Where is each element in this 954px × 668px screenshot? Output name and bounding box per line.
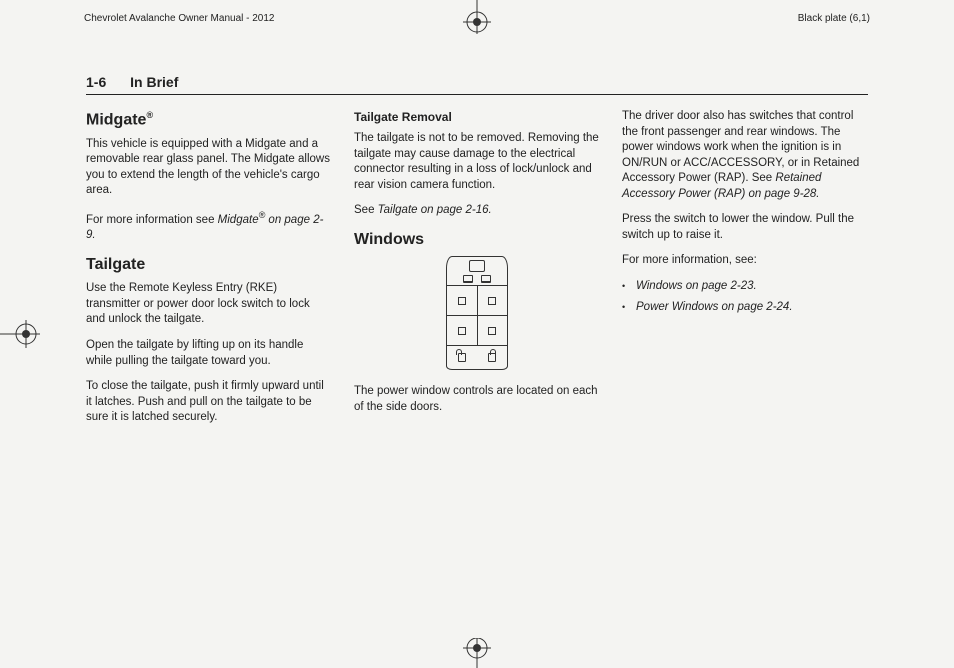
reference-list: •Windows on page 2-23. •Power Windows on… [622, 279, 868, 316]
unlock-icon [458, 353, 466, 362]
tailgate-paragraph-1: Use the Remote Keyless Entry (RKE) trans… [86, 281, 332, 328]
midgate-reference: For more information see Midgate® on pag… [86, 209, 332, 244]
column-2: Tailgate Removal The tailgate is not to … [354, 109, 600, 436]
bullet-icon: • [622, 279, 636, 295]
windows-paragraph-1: The power window controls are located on… [354, 384, 600, 415]
heading-tailgate-removal: Tailgate Removal [354, 109, 600, 125]
switch-icon [458, 297, 466, 305]
lockout-button-icon [469, 260, 485, 272]
switch-icon [488, 327, 496, 335]
tailgate-paragraph-2: Open the tailgate by lifting up on its h… [86, 338, 332, 369]
switch-instruction-paragraph: Press the switch to lower the window. Pu… [622, 212, 868, 243]
crop-mark-left [0, 314, 44, 354]
section-header: 1-6 In Brief [86, 74, 868, 95]
removal-paragraph-1: The tailgate is not to be removed. Remov… [354, 131, 600, 193]
crop-mark-bottom [457, 638, 497, 668]
page-number: 1-6 [86, 74, 106, 90]
switch-icon [488, 297, 496, 305]
heading-midgate: Midgate® [86, 109, 332, 131]
more-info-paragraph: For more information, see: [622, 253, 868, 269]
window-down-icon [463, 275, 473, 283]
switch-icon [458, 327, 466, 335]
window-switch-illustration [446, 256, 508, 370]
lock-icon [488, 353, 496, 362]
page-content: 1-6 In Brief Midgate® This vehicle is eq… [0, 36, 954, 436]
crop-mark-top [457, 0, 497, 36]
window-switch-figure [354, 256, 600, 370]
list-item: •Power Windows on page 2-24. [622, 300, 868, 316]
doc-title: Chevrolet Avalanche Owner Manual - 2012 [84, 13, 274, 24]
heading-windows: Windows [354, 229, 600, 251]
list-item: •Windows on page 2-23. [622, 279, 868, 295]
column-3: The driver door also has switches that c… [622, 109, 868, 436]
heading-tailgate: Tailgate [86, 254, 332, 276]
registered-icon: ® [146, 110, 153, 120]
tailgate-paragraph-3: To close the tailgate, push it firmly up… [86, 379, 332, 426]
plate-label: Black plate (6,1) [798, 13, 870, 24]
midgate-paragraph-1: This vehicle is equipped with a Midgate … [86, 137, 332, 199]
bullet-icon: • [622, 300, 636, 316]
removal-reference: See Tailgate on page 2-16. [354, 203, 600, 219]
section-title: In Brief [130, 74, 178, 90]
window-down-icon [481, 275, 491, 283]
column-1: Midgate® This vehicle is equipped with a… [86, 109, 332, 436]
driver-door-paragraph: The driver door also has switches that c… [622, 109, 868, 202]
